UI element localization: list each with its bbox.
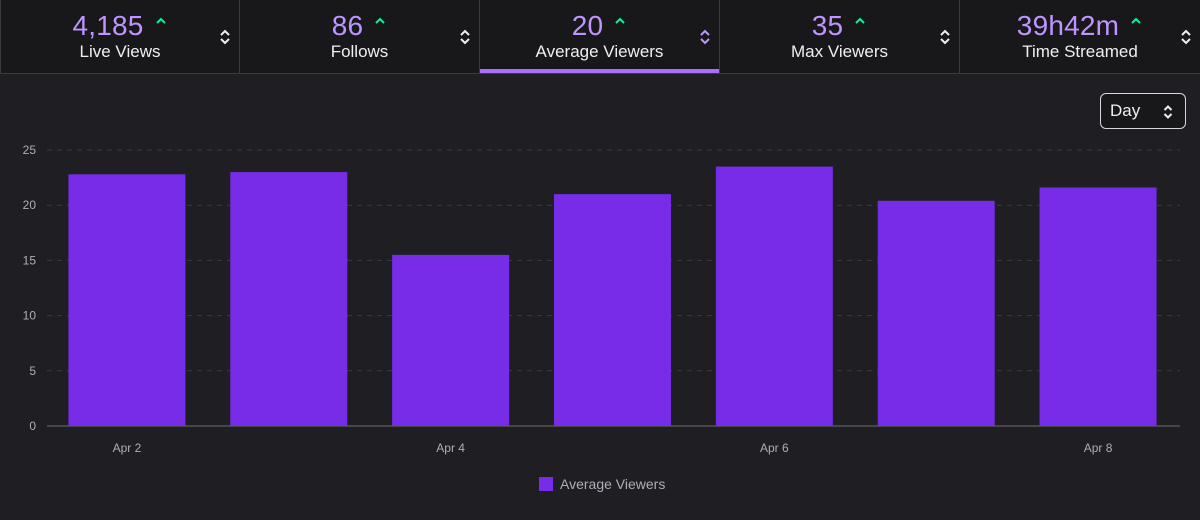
- legend-swatch: [539, 477, 553, 491]
- x-tick-label: Apr 8: [1084, 441, 1113, 455]
- y-tick-label: 0: [29, 419, 36, 433]
- stat-label: Live Views: [79, 42, 161, 61]
- bar: [230, 172, 348, 426]
- legend-label: Average Viewers: [560, 476, 666, 492]
- stat-value: 20: [571, 10, 604, 41]
- y-tick-label: 20: [23, 198, 37, 212]
- stat-tab-live-views[interactable]: 4,185 Live Views: [0, 0, 240, 73]
- bar: [1039, 187, 1157, 426]
- y-tick-label: 15: [23, 253, 37, 267]
- sort-icon[interactable]: [939, 29, 951, 45]
- sort-icon[interactable]: [699, 29, 711, 45]
- range-select[interactable]: Day: [1100, 93, 1186, 129]
- bar: [392, 254, 510, 426]
- trend-up-icon: [155, 17, 166, 24]
- stat-label: Max Viewers: [791, 42, 888, 61]
- stat-top: 20: [572, 10, 628, 42]
- trend-up-icon: [375, 17, 385, 24]
- sort-icon[interactable]: [459, 29, 471, 45]
- y-tick-label: 5: [29, 364, 36, 378]
- bar: [715, 166, 833, 426]
- bar: [877, 200, 995, 426]
- sort-icon[interactable]: [1180, 29, 1192, 45]
- bar: [68, 174, 186, 426]
- x-tick-label: Apr 6: [760, 441, 789, 455]
- chart-legend: Average Viewers: [539, 476, 665, 492]
- sort-icon[interactable]: [219, 29, 231, 45]
- stat-tab-follows[interactable]: 86 Follows: [240, 0, 480, 73]
- stat-value: 86: [331, 10, 364, 41]
- stat-top: 4,185: [72, 10, 167, 42]
- stat-label: Time Streamed: [1022, 42, 1138, 61]
- stat-tab-average-viewers[interactable]: 20 Average Viewers: [480, 0, 720, 73]
- y-tick-label: 25: [23, 143, 37, 157]
- stat-value: 39h42m: [1016, 10, 1120, 41]
- y-tick-label: 10: [23, 309, 37, 323]
- trend-up-icon: [615, 17, 625, 24]
- stat-label: Average Viewers: [535, 42, 664, 61]
- stat-top: 39h42m: [1017, 10, 1143, 42]
- x-tick-label: Apr 2: [113, 441, 142, 455]
- stat-value: 35: [811, 10, 844, 41]
- stat-tab-max-viewers[interactable]: 35 Max Viewers: [720, 0, 960, 73]
- stat-value: 4,185: [72, 10, 144, 41]
- range-select-value: Day: [1110, 101, 1141, 120]
- stats-bar: 4,185 Live Views 86 Follows 20 Average V…: [0, 0, 1200, 74]
- x-tick-label: Apr 4: [436, 441, 465, 455]
- trend-up-icon: [855, 17, 865, 24]
- trend-up-icon: [1131, 17, 1141, 24]
- bar-chart: 0 5 10 15 20 25 Apr 2 Apr 4 Apr 6 Apr 8: [23, 143, 1180, 455]
- stat-label: Follows: [330, 42, 389, 61]
- bar: [554, 194, 671, 426]
- stat-tab-time-streamed[interactable]: 39h42m Time Streamed: [960, 0, 1200, 73]
- chevron-updown-icon: [1163, 105, 1173, 119]
- stat-top: 86: [332, 10, 388, 42]
- stat-top: 35: [812, 10, 868, 42]
